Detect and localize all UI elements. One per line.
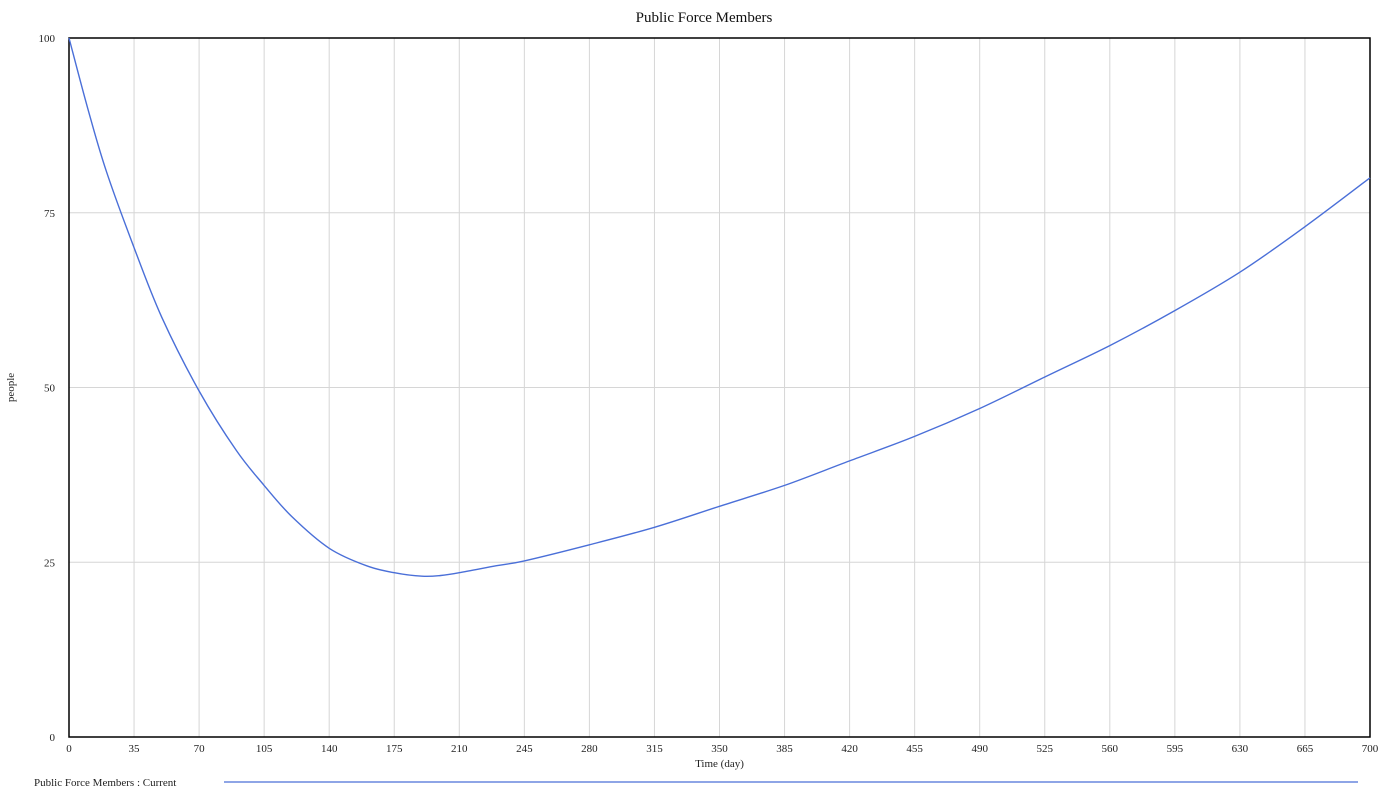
- x-tick-label: 105: [256, 743, 273, 755]
- y-axis-label: people: [5, 373, 17, 402]
- x-tick-label: 315: [646, 743, 663, 755]
- plot-frame: [68, 37, 1371, 738]
- x-tick-label: 595: [1167, 743, 1184, 755]
- x-tick-label: 665: [1297, 743, 1314, 755]
- series-line: [68, 37, 1371, 578]
- x-tick-label: 70: [194, 743, 206, 755]
- x-tick-label: 560: [1102, 743, 1119, 755]
- x-tick-label: 0: [66, 743, 72, 755]
- x-tick-label: 525: [1037, 743, 1054, 755]
- x-tick-label: 385: [776, 743, 793, 755]
- x-tick-label: 350: [711, 743, 728, 755]
- x-tick-label: 35: [129, 743, 141, 755]
- y-tick-label: 75: [44, 208, 56, 220]
- x-tick-label: 455: [906, 743, 923, 755]
- y-axis-ticks: 0 25 50 75 100: [39, 33, 56, 744]
- x-tick-label: 210: [451, 743, 468, 755]
- x-tick-label: 140: [321, 743, 338, 755]
- x-tick-label: 420: [841, 743, 858, 755]
- legend: Public Force Members : Current: [34, 777, 1358, 789]
- legend-label: Public Force Members : Current: [34, 777, 176, 789]
- x-tick-label: 280: [581, 743, 598, 755]
- x-tick-label: 175: [386, 743, 403, 755]
- x-tick-label: 490: [971, 743, 988, 755]
- x-tick-label: 700: [1362, 743, 1379, 755]
- grid: [68, 37, 1371, 738]
- series: [68, 37, 1371, 578]
- y-tick-label: 50: [44, 383, 56, 395]
- chart-title: Public Force Members: [636, 10, 773, 26]
- x-tick-label: 630: [1232, 743, 1249, 755]
- x-axis-ticks: 0 35 70 105 140 175 210 245 280 315 350 385 420 455 49…: [66, 743, 1379, 755]
- x-tick-label: 245: [516, 743, 533, 755]
- y-tick-label: 25: [44, 557, 56, 569]
- y-tick-label: 100: [39, 33, 56, 45]
- x-axis-label: Time (day): [695, 758, 744, 770]
- y-tick-label: 0: [50, 732, 56, 744]
